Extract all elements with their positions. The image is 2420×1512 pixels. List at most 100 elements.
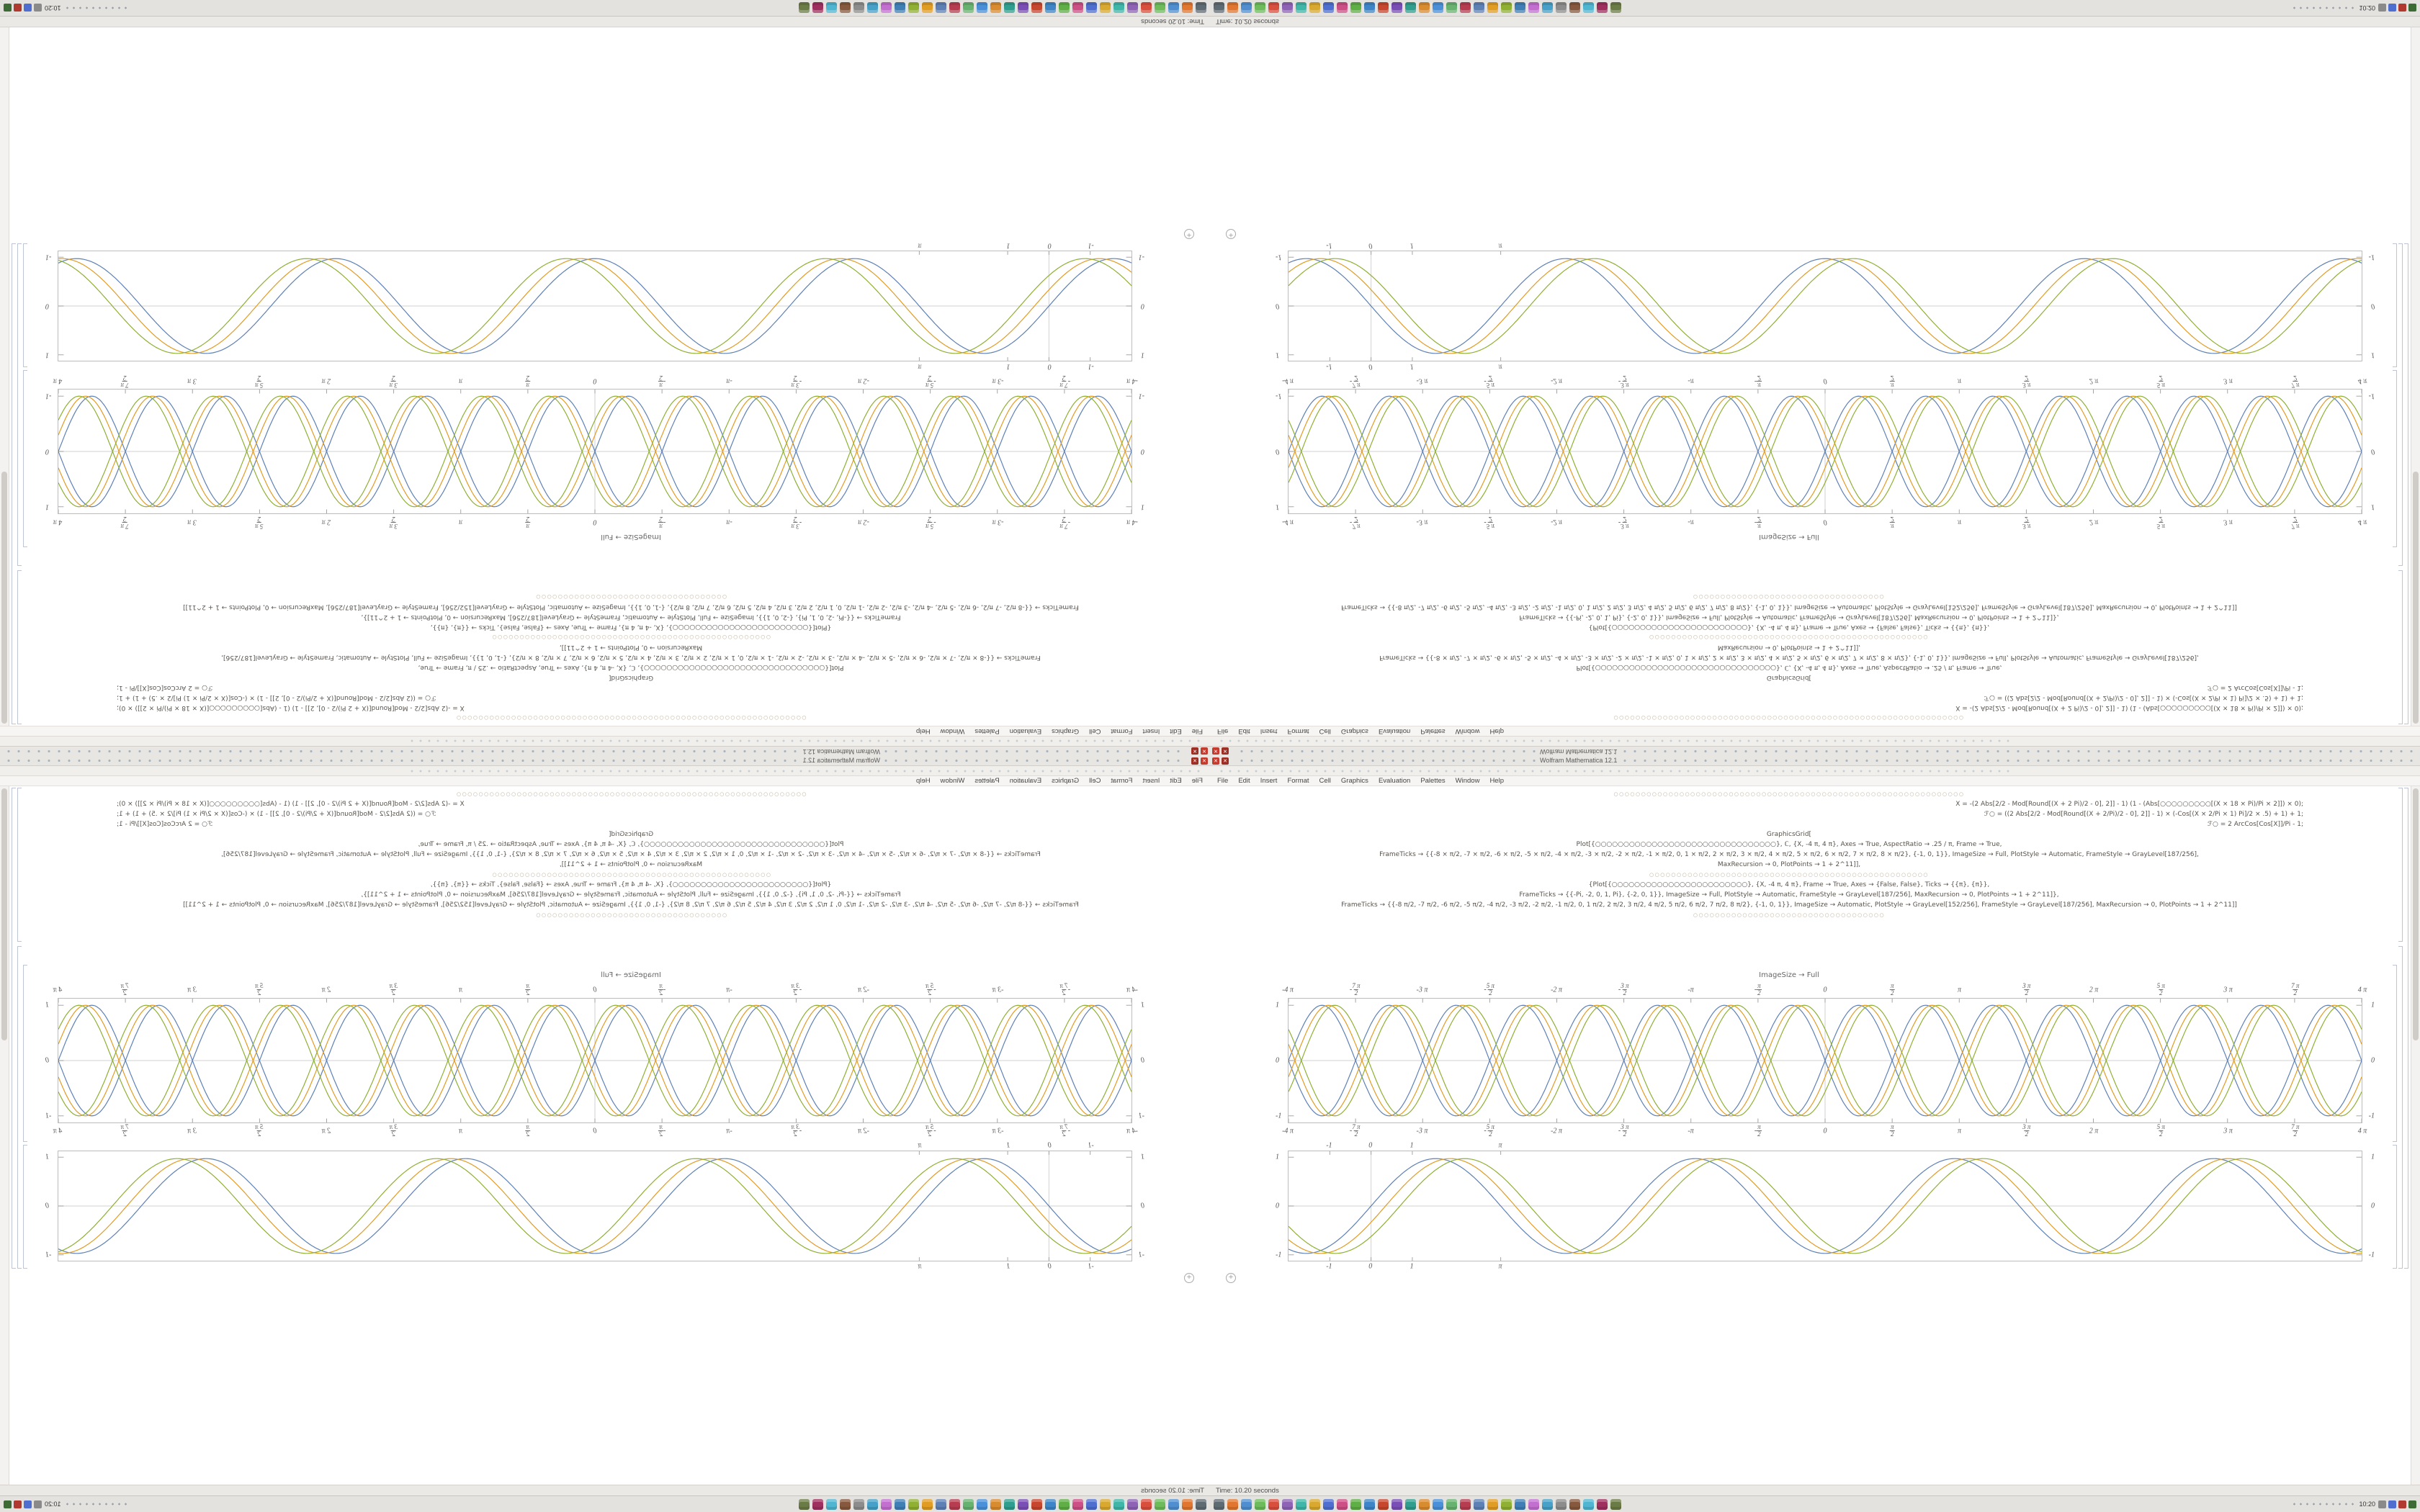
app-icon-12[interactable] [1364, 1498, 1375, 1510]
tray-icon-1[interactable] [34, 1500, 42, 1508]
code-line[interactable]: ℱ○ = 2 ArcCos[Cos[X]]/Pi - 1; [2207, 684, 2303, 691]
code-line[interactable]: FrameTicks → {{-Pi, -2, 0, 1, Pi}, {-2, … [361, 891, 901, 899]
menu-item-window[interactable]: Window [1455, 777, 1480, 785]
app-icon-16[interactable] [1419, 2, 1430, 14]
app-icon-11[interactable] [1059, 1498, 1070, 1510]
code-line[interactable]: ℱ○ = ((2 Abs[2/2 - Mod[Round[(X + 2/Pi)/… [117, 811, 436, 818]
code-line[interactable]: FrameTicks → {{-8 π/2, -7 π/2, -6 π/2, -… [1341, 901, 2237, 909]
cell-bracket[interactable] [17, 570, 22, 724]
output-label[interactable]: ImageSize → Full [601, 533, 661, 541]
app-icon-26[interactable] [853, 1498, 864, 1510]
menu-item-cell[interactable]: Cell [1319, 777, 1331, 785]
code-line[interactable]: FrameTicks → {{-Pi, -2, 0, 1, Pi}, {-2, … [1519, 891, 2059, 899]
menu-item-help[interactable]: Help [916, 727, 931, 735]
code-line[interactable]: Plot[{○○○○○○○○○○○○○○○○○○○○○○○○○○○○○○○○},… [418, 664, 844, 671]
glyph-row[interactable]: ○○○○○○○○○○○○○○○○○○○○○○○○○○○○○○○○○○○ [1693, 594, 1886, 600]
cell-bracket[interactable] [23, 370, 27, 547]
app-icon-18[interactable] [1446, 2, 1457, 14]
menu-item-format[interactable]: Format [1111, 727, 1133, 735]
code-line[interactable]: MaxRecursion → 0, PlotPoints → 1 + 2^11]… [1717, 861, 1861, 868]
menu-item-help[interactable]: Help [1489, 727, 1504, 735]
menu-item-insert[interactable]: Insert [1260, 727, 1278, 735]
cell-insert-plus-icon[interactable]: + [1226, 229, 1236, 239]
app-icon-24[interactable] [881, 1498, 892, 1510]
app-icon-29[interactable] [1597, 2, 1608, 14]
menu-item-format[interactable]: Format [1111, 777, 1133, 785]
app-icon-7[interactable] [1113, 1498, 1124, 1510]
tray-icon-4[interactable] [4, 1500, 12, 1508]
cell-bracket[interactable] [2393, 1145, 2397, 1269]
menu-item-help[interactable]: Help [916, 777, 931, 785]
menu-item-graphics[interactable]: Graphics [1052, 777, 1080, 785]
scrollbar-thumb[interactable] [1, 472, 7, 724]
app-icon-27[interactable] [1569, 2, 1580, 14]
menu-item-graphics[interactable]: Graphics [1340, 777, 1368, 785]
tray-icon-2[interactable] [24, 1500, 32, 1508]
app-icon-23[interactable] [1515, 1498, 1525, 1510]
code-line[interactable]: FrameTicks → {{-8 π/2, -7 π/2, -6 π/2, -… [183, 901, 1079, 909]
code-line[interactable]: X = -(2 Abs[2/2 - Mod[Round[(X + 2 Pi)/2… [117, 704, 465, 711]
app-icon-12[interactable] [1045, 2, 1056, 14]
app-icon-25[interactable] [1542, 1498, 1553, 1510]
app-icon-14[interactable] [1392, 1498, 1402, 1510]
app-icon-16[interactable] [990, 2, 1001, 14]
menu-item-edit[interactable]: Edit [1238, 727, 1250, 735]
toolbar-buttons-strip[interactable] [1235, 757, 2413, 764]
code-line[interactable]: {Plot[{○○○○○○○○○○○○○○○○○○○○○○○○}, {X, -4… [430, 624, 832, 631]
app-icon-13[interactable] [1378, 2, 1389, 14]
app-icon-1[interactable] [1214, 2, 1224, 14]
code-line[interactable]: {Plot[{○○○○○○○○○○○○○○○○○○○○○○○○}, {X, -4… [1588, 881, 1990, 888]
app-icon-21[interactable] [1487, 1498, 1498, 1510]
toolbar-buttons-strip[interactable] [1235, 748, 2413, 755]
close-button[interactable]: ✕ [1212, 757, 1219, 765]
menu-item-window[interactable]: Window [940, 727, 965, 735]
tray-icon-3[interactable] [14, 4, 22, 12]
app-icon-23[interactable] [895, 2, 905, 14]
menu-item-graphics[interactable]: Graphics [1052, 727, 1080, 735]
app-icon-7[interactable] [1296, 1498, 1307, 1510]
glyph-row[interactable]: ○○○○○○○○○○○○○○○○○○○○○○○○○○○○○○○○○○○○○○○○… [1649, 872, 1929, 878]
code-line[interactable]: X = -(2 Abs[2/2 - Mod[Round[(X + 2 Pi)/2… [1955, 704, 2303, 711]
app-icon-1[interactable] [1196, 2, 1206, 14]
toolbar-icons-strip[interactable] [411, 768, 1203, 774]
code-line[interactable]: GraphicsGrid[ [1766, 831, 1812, 838]
app-icon-22[interactable] [908, 2, 919, 14]
scrollbar-thumb[interactable] [2413, 788, 2419, 1040]
menu-item-evaluation[interactable]: Evaluation [1378, 777, 1411, 785]
app-icon-16[interactable] [1419, 1498, 1430, 1510]
output-label[interactable]: ImageSize → Full [601, 971, 661, 979]
menu-item-insert[interactable]: Insert [1260, 777, 1278, 785]
code-line[interactable]: GraphicsGrid[ [608, 831, 654, 838]
cell-bracket[interactable] [23, 1145, 27, 1269]
abort-button[interactable]: ✕ [1191, 747, 1198, 755]
menu-item-window[interactable]: Window [940, 777, 965, 785]
app-icon-6[interactable] [1127, 2, 1138, 14]
code-line[interactable]: MaxRecursion → 0, PlotPoints → 1 + 2^11]… [559, 861, 703, 868]
app-icon-12[interactable] [1364, 2, 1375, 14]
code-line[interactable]: GraphicsGrid[ [1766, 674, 1812, 681]
app-icon-24[interactable] [881, 2, 892, 14]
app-icon-9[interactable] [1086, 2, 1097, 14]
abort-button[interactable]: ✕ [1222, 757, 1229, 765]
app-icon-20[interactable] [1474, 1498, 1484, 1510]
cell-insert-plus-icon[interactable]: + [1184, 1273, 1194, 1283]
app-icon-11[interactable] [1350, 1498, 1361, 1510]
app-icon-7[interactable] [1296, 2, 1307, 14]
cell-bracket[interactable] [2393, 243, 2397, 367]
close-button[interactable]: ✕ [1201, 757, 1208, 765]
tray-icon-3[interactable] [2398, 4, 2406, 12]
app-icon-26[interactable] [1556, 2, 1567, 14]
app-icon-10[interactable] [1337, 2, 1348, 14]
app-icon-4[interactable] [1155, 1498, 1165, 1510]
cell-bracket[interactable] [12, 243, 16, 724]
cell-bracket[interactable] [2398, 946, 2403, 1269]
menu-item-file[interactable]: File [1217, 777, 1229, 785]
app-icon-8[interactable] [1309, 1498, 1320, 1510]
menu-item-palettes[interactable]: Palettes [1420, 727, 1446, 735]
menu-item-evaluation[interactable]: Evaluation [1009, 777, 1042, 785]
app-icon-14[interactable] [1392, 2, 1402, 14]
tray-icon-2[interactable] [24, 4, 32, 12]
app-icon-22[interactable] [1501, 1498, 1512, 1510]
code-line[interactable]: GraphicsGrid[ [608, 674, 654, 681]
code-line[interactable]: FrameTicks → {{-8 π/2, -7 π/2, -6 π/2, -… [1341, 603, 2237, 611]
